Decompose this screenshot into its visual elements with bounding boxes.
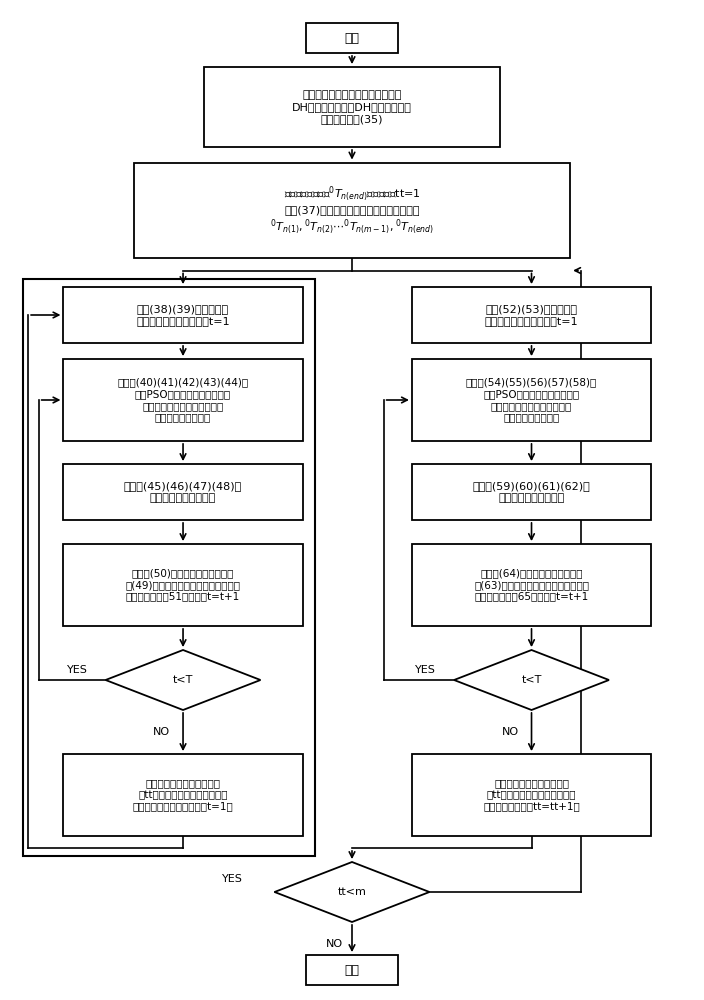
Text: 由式(52)(53)初始化粒子
的速度和位置，代数标志t=1: 由式(52)(53)初始化粒子 的速度和位置，代数标志t=1 [485,304,578,326]
Text: tt<m: tt<m [337,887,367,897]
FancyBboxPatch shape [306,955,398,985]
Text: 开始: 开始 [344,31,360,44]
FancyBboxPatch shape [63,287,303,343]
Text: 根据机械臂的外形结构尺寸，建立
DH参数表，并按照DH法建立正运动
学方程，见式(35): 根据机械臂的外形结构尺寸，建立 DH参数表，并按照DH法建立正运动 学方程，见式… [292,90,412,124]
FancyBboxPatch shape [134,162,570,257]
FancyBboxPatch shape [412,544,651,626]
FancyBboxPatch shape [204,67,500,147]
FancyBboxPatch shape [63,359,303,441]
Text: 结束: 结束 [344,964,360,976]
FancyBboxPatch shape [412,287,651,343]
Text: 给定终点位姿矩阵$^0T_{n(end)}$，循环标志tt=1
用式(37)规划出所有需要求反解的位姿矩阵
$^0T_{n(1)},^0T_{n(2)}\cdo: 给定终点位姿矩阵$^0T_{n(end)}$，循环标志tt=1 用式(37)规划… [270,184,434,236]
Polygon shape [275,862,429,922]
Text: YES: YES [67,665,88,675]
Text: 通过式(59)(60)(61)(62)，
每个粒子个体的加速度: 通过式(59)(60)(61)(62)， 每个粒子个体的加速度 [472,481,591,503]
Polygon shape [454,650,609,710]
FancyBboxPatch shape [306,23,398,53]
Text: 通过式(64)来更新惯性因子，通过
式(63)来更新新粒个体的速度和位置，
位置超界用式（65）拉回，t=t+1: 通过式(64)来更新惯性因子，通过 式(63)来更新新粒个体的速度和位置， 位置… [474,568,589,602]
Text: 此时群体历史最优位置就是
第tt个位姿矩阵位置部分的反解
（前三关节角）。代数标志t=1。: 此时群体历史最优位置就是 第tt个位姿矩阵位置部分的反解 （前三关节角）。代数标… [132,778,234,812]
FancyBboxPatch shape [412,464,651,520]
Text: NO: NO [153,727,170,737]
FancyBboxPatch shape [63,754,303,836]
Text: 通过式(54)(55)(56)(57)(58)，
计算PSO算法的每个粒子个体的
适应度值、个体历史最优位置
、群体历史最优位置: 通过式(54)(55)(56)(57)(58)， 计算PSO算法的每个粒子个体的… [466,378,597,422]
Text: YES: YES [222,874,243,884]
Text: 通过式(40)(41)(42)(43)(44)，
计算PSO算法的每个粒子个体的
适应度值、个体历史最优位置
、群体历史最优位置: 通过式(40)(41)(42)(43)(44)， 计算PSO算法的每个粒子个体的… [118,378,249,422]
Text: t<T: t<T [522,675,541,685]
Text: 此时群体历史最优位置就是
第tt个位姿矩阵姿态部分的反解
（后三关节角）。tt=tt+1。: 此时群体历史最优位置就是 第tt个位姿矩阵姿态部分的反解 （后三关节角）。tt=… [483,778,580,812]
FancyBboxPatch shape [63,464,303,520]
Text: t<T: t<T [173,675,193,685]
Text: NO: NO [326,939,343,949]
FancyBboxPatch shape [412,754,651,836]
Text: YES: YES [415,665,436,675]
Text: 通过式(50)来更新惯性因子，通过
式(49)来更新新粒个体的速度和位置，
位置超界用式（51）拉回，t=t+1: 通过式(50)来更新惯性因子，通过 式(49)来更新新粒个体的速度和位置， 位置… [125,568,241,602]
FancyBboxPatch shape [63,544,303,626]
Text: 通过式(45)(46)(47)(48)，
每个粒子个体的加速度: 通过式(45)(46)(47)(48)， 每个粒子个体的加速度 [124,481,242,503]
Text: 由式(38)(39)初始化粒子
的速度和位置，代数标志t=1: 由式(38)(39)初始化粒子 的速度和位置，代数标志t=1 [137,304,230,326]
Polygon shape [106,650,260,710]
Text: NO: NO [502,727,519,737]
FancyBboxPatch shape [412,359,651,441]
